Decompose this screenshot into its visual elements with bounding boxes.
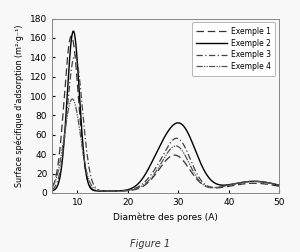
Exemple 4: [161, 159, 165, 162]
Exemple 2: [161, 139, 165, 142]
Text: Figure 1: Figure 1: [130, 239, 170, 249]
Exemple 4: [271, 182, 275, 185]
Exemple 1: [155, 171, 159, 174]
Y-axis label: Surface spécifique d'adsorption (m²·g⁻¹): Surface spécifique d'adsorption (m²·g⁻¹): [15, 24, 25, 187]
Exemple 3: [230, 183, 233, 186]
Exemple 3: [278, 184, 281, 187]
Exemple 3: [108, 190, 111, 193]
Exemple 1: [278, 185, 281, 188]
Exemple 3: [161, 154, 165, 157]
Exemple 2: [230, 183, 233, 186]
X-axis label: Diamètre des pores (A): Diamètre des pores (A): [113, 212, 218, 222]
Exemple 1: [230, 184, 233, 187]
Exemple 3: [271, 182, 275, 185]
Exemple 2: [271, 182, 275, 185]
Line: Exemple 2: Exemple 2: [52, 31, 279, 191]
Exemple 2: [271, 182, 275, 185]
Exemple 4: [271, 182, 275, 185]
Exemple 4: [70, 98, 74, 101]
Exemple 4: [107, 190, 111, 193]
Exemple 2: [62, 144, 66, 147]
Exemple 2: [155, 150, 159, 153]
Exemple 1: [161, 163, 165, 166]
Line: Exemple 3: Exemple 3: [52, 55, 279, 191]
Exemple 3: [50, 188, 54, 191]
Exemple 1: [70, 35, 73, 38]
Exemple 2: [101, 190, 105, 193]
Exemple 3: [73, 54, 77, 57]
Exemple 3: [62, 143, 66, 146]
Exemple 1: [105, 190, 108, 193]
Exemple 4: [278, 184, 281, 187]
Exemple 2: [278, 184, 281, 187]
Exemple 4: [62, 137, 66, 140]
Exemple 4: [50, 185, 54, 188]
Exemple 1: [50, 186, 54, 189]
Line: Exemple 4: Exemple 4: [52, 99, 279, 191]
Exemple 4: [155, 169, 159, 172]
Exemple 1: [62, 102, 66, 105]
Exemple 2: [50, 189, 54, 192]
Exemple 1: [271, 184, 275, 187]
Line: Exemple 1: Exemple 1: [52, 36, 279, 191]
Exemple 2: [72, 29, 75, 33]
Exemple 4: [230, 183, 233, 186]
Exemple 3: [271, 182, 275, 185]
Exemple 1: [271, 184, 275, 187]
Legend: Exemple 1, Exemple 2, Exemple 3, Exemple 4: Exemple 1, Exemple 2, Exemple 3, Exemple…: [192, 22, 275, 76]
Exemple 3: [155, 165, 159, 168]
